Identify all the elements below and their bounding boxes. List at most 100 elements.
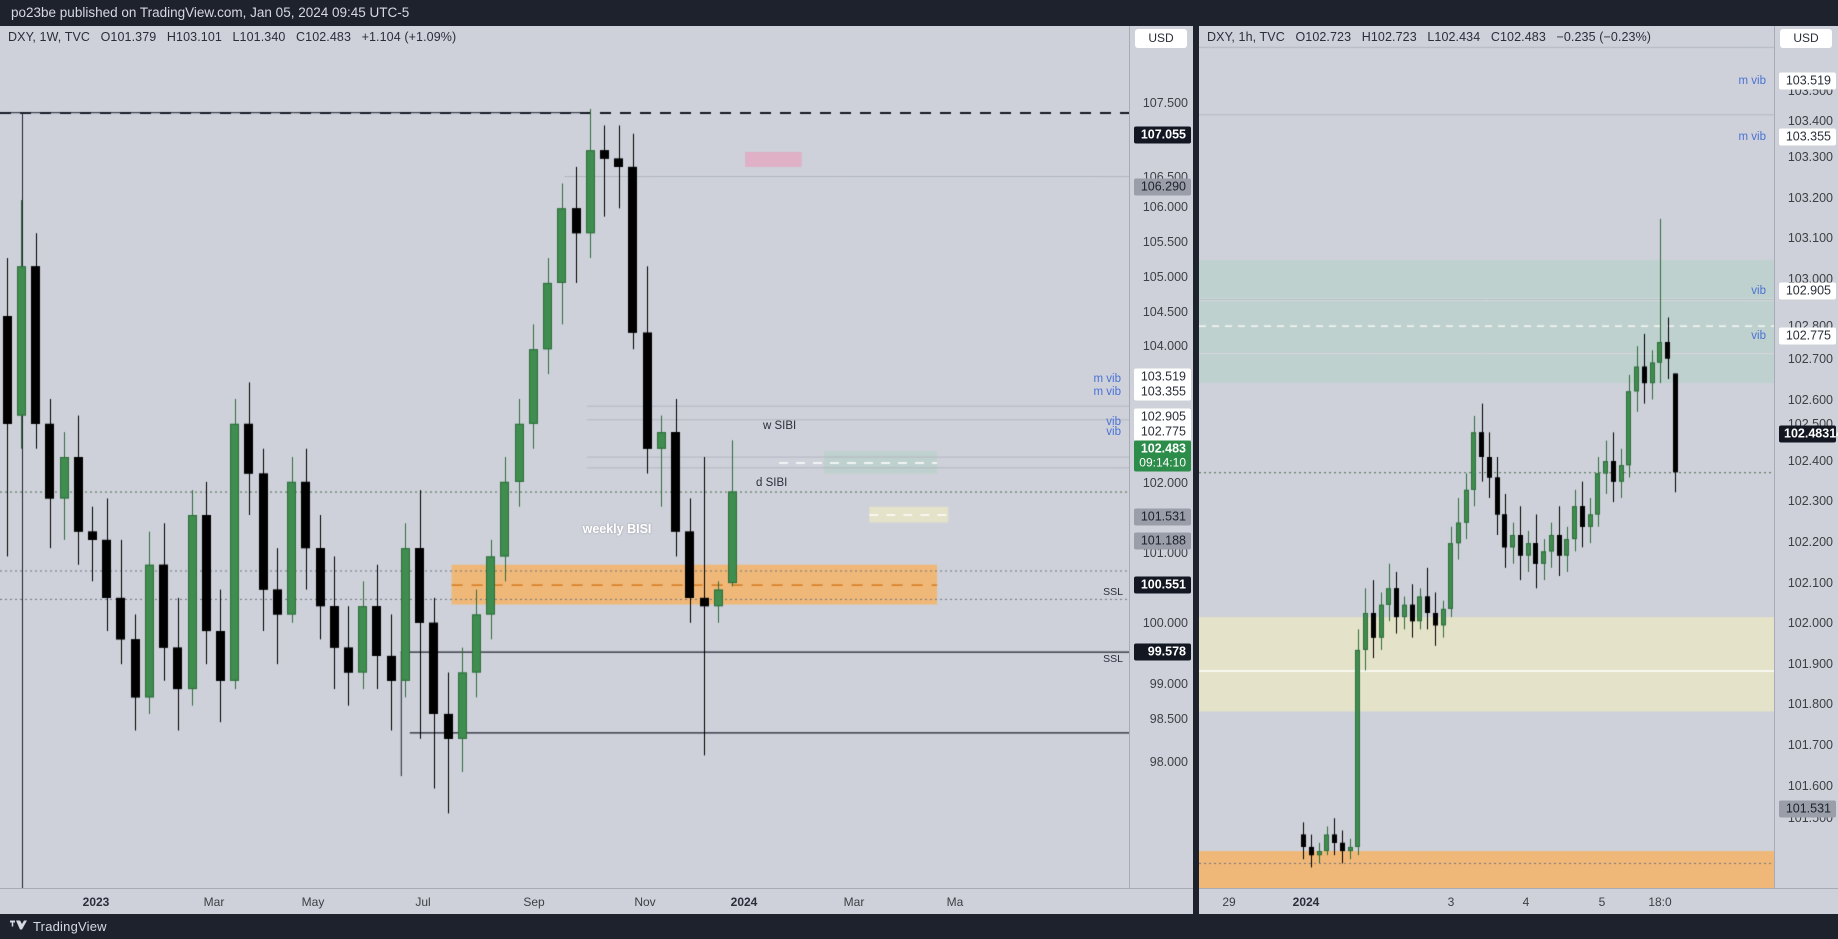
ssl-label: SSL [1103, 653, 1123, 665]
legend-hourly: DXY, 1h, TVC O102.723 H102.723 L102.434 … [1207, 30, 1658, 44]
price-tick: 102.000 [1142, 476, 1188, 490]
chart-pane-hourly[interactable]: DXY, 1h, TVC O102.723 H102.723 L102.434 … [1199, 26, 1838, 914]
vib-level-label: vib [1751, 330, 1766, 342]
price-tag-time: 14:11 [1829, 426, 1838, 441]
price-tick: 100.000 [1142, 616, 1188, 630]
time-tick: 18:0 [1648, 894, 1672, 909]
legend-high: H102.723 [1361, 30, 1417, 44]
vib-level-label: m vib [1738, 131, 1766, 143]
price-tick: 103.100 [1787, 231, 1833, 245]
time-tick: Jul [415, 894, 431, 909]
price-tick: 98.500 [1149, 712, 1188, 726]
price-tag-white[interactable]: 103.519 [1779, 72, 1836, 90]
legend-open: O101.379 [100, 30, 157, 44]
time-tick: Sep [523, 894, 545, 909]
legend-low: L101.340 [232, 30, 286, 44]
time-tick: Nov [634, 894, 656, 909]
chart-pane-weekly[interactable]: DXY, 1W, TVC O101.379 H103.101 L101.340 … [0, 26, 1193, 914]
price-tag-white[interactable]: 102.775 [1134, 423, 1191, 441]
price-tick: 102.000 [1787, 616, 1833, 630]
price-tick: 102.600 [1787, 393, 1833, 407]
price-tag-white[interactable]: 103.519 [1134, 368, 1191, 386]
price-tag-black[interactable]: 99.578 [1134, 643, 1191, 661]
legend-symbol: DXY, 1W, TVC [8, 30, 91, 44]
price-tick: 105.500 [1142, 235, 1188, 249]
price-tick: 107.500 [1142, 96, 1188, 110]
price-tick: 101.900 [1787, 657, 1833, 671]
weekly-bisi-label: weekly BISI [582, 522, 652, 536]
price-plot-hourly[interactable]: DXY, 1h, TVC O102.723 H102.723 L102.434 … [1199, 26, 1774, 888]
legend-change: +1.104 (+1.09%) [361, 30, 457, 44]
time-tick: 5 [1598, 894, 1606, 909]
price-tag-grey[interactable]: 101.531 [1134, 508, 1191, 526]
time-tick: 2024 [730, 894, 758, 909]
price-tag-black[interactable]: 100.551 [1134, 576, 1191, 594]
price-tag-white[interactable]: 103.355 [1134, 383, 1191, 401]
legend-close: C102.483 [1490, 30, 1546, 44]
time-tick: Mar [203, 894, 225, 909]
vib-level-label: vib [1106, 426, 1121, 438]
price-tick: 101.600 [1787, 779, 1833, 793]
price-tick: 102.200 [1787, 535, 1833, 549]
price-tick: 103.300 [1787, 150, 1833, 164]
price-plot-weekly[interactable]: DXY, 1W, TVC O101.379 H103.101 L101.340 … [0, 26, 1129, 888]
price-tag-grey[interactable]: 101.188 [1134, 532, 1191, 550]
legend-change: −0.235 (−0.23%) [1556, 30, 1652, 44]
time-tick: Ma [946, 894, 964, 909]
price-tag-time: 09:14:10 [1139, 455, 1186, 470]
legend-weekly: DXY, 1W, TVC O101.379 H103.101 L101.340 … [8, 30, 463, 44]
legend-close: C102.483 [296, 30, 352, 44]
price-tag-black[interactable]: 107.055 [1134, 126, 1191, 144]
price-tag-grey[interactable]: 101.531 [1779, 800, 1836, 818]
price-tag-green[interactable]: 102.483 09:14:10 [1134, 440, 1191, 472]
price-tag-white[interactable]: 102.905 [1779, 282, 1836, 300]
price-tag-white[interactable]: 102.775 [1779, 327, 1836, 345]
time-tick: 29 [1222, 894, 1236, 909]
fvg-label: d SIBI [756, 477, 788, 489]
legend-high: H103.101 [166, 30, 222, 44]
ssl-label: SSL [1103, 586, 1123, 598]
price-tick: 104.500 [1142, 305, 1188, 319]
price-tick: 99.000 [1149, 677, 1188, 691]
legend-low: L102.434 [1427, 30, 1481, 44]
vib-level-label: vib [1106, 416, 1121, 428]
time-tick: 3 [1447, 894, 1455, 909]
fvg-label: w SIBI [763, 420, 797, 432]
vib-level-label: vib [1751, 285, 1766, 297]
price-scale-hourly[interactable]: 103.500 103.400 103.300 103.200 103.100 103.0… [1774, 26, 1838, 888]
time-tick: 2023 [82, 894, 110, 909]
legend-symbol: DXY, 1h, TVC [1207, 30, 1285, 44]
price-tick: 103.200 [1787, 191, 1833, 205]
tradingview-wordmark: TradingView [33, 919, 107, 934]
price-tick: 101.800 [1787, 697, 1833, 711]
price-tick: 105.000 [1142, 270, 1188, 284]
time-tick: Mar [843, 894, 865, 909]
price-tick: 102.300 [1787, 494, 1833, 508]
price-tick: 106.000 [1142, 200, 1188, 214]
legend-open: O102.723 [1295, 30, 1352, 44]
vib-level-label: m vib [1093, 386, 1121, 398]
currency-badge-weekly[interactable]: USD [1135, 29, 1187, 48]
pane-divider[interactable] [1193, 26, 1199, 914]
time-tick: 2024 [1292, 894, 1320, 909]
bottom-bar: TradingView [0, 914, 1838, 939]
price-tag-white[interactable]: 102.905 [1134, 408, 1191, 426]
tradingview-logo[interactable]: TradingView [10, 919, 107, 934]
tradingview-mark-icon [10, 919, 27, 934]
vib-level-label: m vib [1738, 75, 1766, 87]
time-scale-hourly[interactable]: 29 2024 3 4 5 18:0 [1199, 888, 1838, 914]
time-scale-weekly[interactable]: 2023 Mar May Jul Sep Nov 2024 Mar Ma [0, 888, 1193, 914]
price-scale-weekly[interactable]: 107.500 106.500 106.000 105.500 105.000 104.5… [1129, 26, 1193, 888]
currency-badge-hourly[interactable]: USD [1780, 29, 1832, 48]
price-tag-white[interactable]: 103.355 [1779, 128, 1836, 146]
price-tick: 102.100 [1787, 576, 1833, 590]
price-tag-black[interactable]: 102.48314:11 [1779, 425, 1838, 443]
price-tick: 103.400 [1787, 114, 1833, 128]
price-tick: 101.000 [1142, 546, 1188, 560]
price-tag-grey[interactable]: 106.290 [1134, 178, 1191, 196]
time-tick: 4 [1522, 894, 1530, 909]
price-tick: 102.700 [1787, 352, 1833, 366]
price-tick: 104.000 [1142, 339, 1188, 353]
vib-level-label: m vib [1093, 373, 1121, 385]
